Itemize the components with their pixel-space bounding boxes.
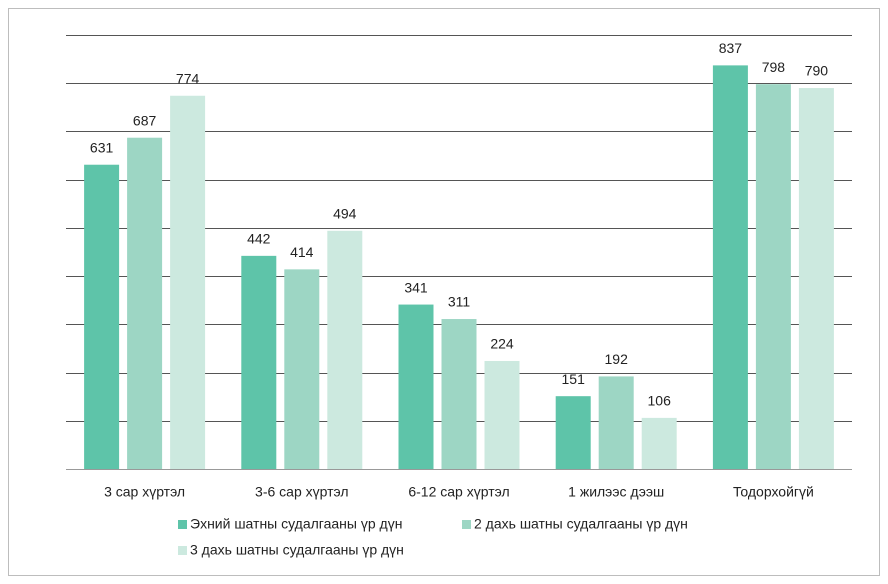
x-tick-label: 6-12 сар хүртэл — [408, 484, 509, 500]
bar — [284, 269, 320, 469]
value-label: 311 — [448, 294, 471, 310]
x-tick-label: 1 жилээс дээш — [568, 484, 664, 500]
value-label: 837 — [719, 40, 743, 56]
value-label: 151 — [562, 371, 586, 387]
legend-label: Эхний шатны судалгааны үр дүн — [190, 516, 402, 532]
bar — [398, 304, 434, 469]
legend-label: 3 дахь шатны судалгааны үр дүн — [190, 542, 404, 558]
bar — [327, 230, 363, 469]
bar — [441, 319, 477, 469]
value-label: 106 — [648, 393, 672, 409]
legend-swatch — [178, 520, 187, 529]
bar — [598, 376, 634, 469]
value-label: 192 — [605, 351, 629, 367]
x-tick-label: Тодорхойгүй — [733, 484, 814, 500]
value-label: 774 — [176, 70, 200, 86]
legend-swatch — [178, 546, 187, 555]
value-label: 442 — [247, 231, 271, 247]
value-label: 494 — [333, 205, 357, 221]
bar — [712, 65, 748, 469]
bar — [755, 84, 791, 469]
bar — [84, 164, 120, 469]
value-label: 414 — [290, 244, 314, 260]
bar — [170, 95, 206, 469]
x-tick-label: 3-6 сар хүртэл — [255, 484, 348, 500]
legend-swatch — [462, 520, 471, 529]
value-label: 798 — [762, 59, 786, 75]
value-label: 790 — [805, 63, 829, 79]
value-label: 631 — [90, 139, 114, 155]
bar — [484, 360, 520, 469]
bar — [641, 417, 677, 469]
x-tick-label: 3 сар хүртэл — [104, 484, 185, 500]
bar — [127, 137, 163, 470]
value-label: 341 — [404, 279, 428, 295]
value-label: 224 — [490, 336, 514, 352]
value-label: 687 — [133, 112, 157, 128]
bar — [555, 396, 591, 469]
bar — [241, 255, 277, 469]
legend-label: 2 дахь шатны судалгааны үр дүн — [474, 516, 688, 532]
bar — [798, 88, 834, 470]
